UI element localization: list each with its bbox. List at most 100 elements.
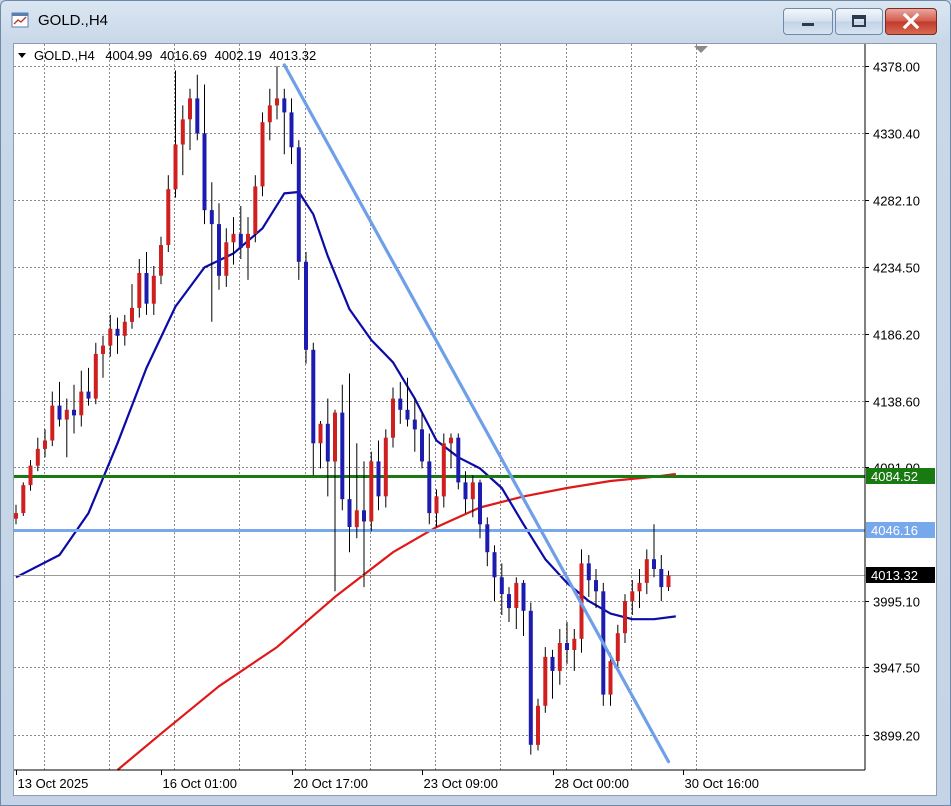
candle-body [108,328,113,346]
candle-body [318,423,323,444]
price-label-box [866,567,935,583]
candle-body [608,661,613,695]
price-tick-label: 4186.20 [873,328,920,343]
maximize-icon [852,15,866,27]
candle-body [188,98,192,120]
candle-body [550,656,555,671]
scroll-marker-icon[interactable] [694,46,708,53]
candle-body [644,559,649,583]
price-tick-label: 4234.50 [873,261,920,276]
candle-body [43,440,47,449]
candle-body [275,98,279,106]
title-bar[interactable]: GOLD.,H4 [1,1,950,41]
moving-average-fast [15,190,676,621]
candle-body [362,510,366,522]
time-tick-label: 13 Oct 2025 [18,776,89,791]
price-label-resistance: 4046.16 [871,523,918,538]
candle-body [224,242,229,276]
ma-fast-line [15,190,676,621]
header-high: 4016.69 [160,48,207,63]
window-title: GOLD.,H4 [38,12,109,29]
chart-area[interactable]: 4378.00 4330.40 4282.10 4234.50 4186.20 4138.… [13,43,937,796]
candle-body [492,552,497,578]
header-low: 4002.19 [215,48,262,63]
price-tick-label: 4138.60 [873,395,920,410]
time-tick-label: 20 Oct 17:00 [294,776,368,791]
candle-body [383,437,388,497]
price-label-support: 4084.52 [871,469,918,484]
time-tick-label: 28 Oct 00:00 [555,776,629,791]
candle-body [101,345,105,354]
candle-body [130,307,134,322]
candle-body [507,594,511,609]
candle-body [217,224,221,276]
candle-body [470,482,475,500]
candle-body [180,119,185,145]
time-axis[interactable]: 13 Oct 2025 16 Oct 01:00 20 Oct 17:00 23 Oc… [16,770,759,791]
candle-body [666,575,671,588]
candle-body [412,419,417,430]
candle-body [115,328,120,336]
header-close: 4013.32 [269,48,316,63]
candle-body [449,437,453,444]
candle-body [340,412,345,500]
candle-body [594,580,598,592]
price-chart[interactable]: 4378.00 4330.40 4282.10 4234.50 4186.20 4138.… [14,44,936,795]
candle-body [420,429,424,462]
candle-body [14,513,18,519]
candle-body [28,465,33,486]
maximize-button[interactable] [835,8,883,35]
candle-body [195,98,200,134]
chart-window-icon [11,12,29,28]
candle-body [514,582,519,608]
close-icon [902,12,920,30]
candle-body [615,633,620,662]
price-tick-label: 3899.20 [873,729,920,744]
triangle-down-icon[interactable] [18,53,26,58]
price-tick-label: 3947.50 [873,661,920,676]
candle-body [347,499,352,527]
candle-body [21,485,26,514]
candle-body [253,186,258,234]
candle-body [565,643,569,650]
candle-body [623,601,627,634]
candle-body [398,398,403,410]
svg-text:GOLD.,H4 4004.99: GOLD.,H4 4004.99 4016.69 4002.19 4013.32 [34,48,316,63]
candle-body [463,482,468,500]
candle-body [296,147,301,262]
candle-body [289,112,294,148]
candle-body [572,638,577,650]
horizontal-lines [14,475,865,576]
candlesticks [14,66,671,755]
candle-body [333,412,337,462]
candle-body [79,391,84,416]
candle-body [376,461,381,497]
price-axis[interactable]: 4378.00 4330.40 4282.10 4234.50 4186.20 4138.… [865,60,935,744]
close-button[interactable] [885,8,937,35]
time-tick-label: 30 Oct 16:00 [685,776,759,791]
candle-body [528,610,533,745]
price-tick-label: 4330.40 [873,127,920,142]
candle-body [485,524,490,553]
minimize-button[interactable] [783,8,833,35]
minimize-icon [802,23,814,26]
candle-body [72,409,76,416]
candle-body [209,210,214,225]
candle-body [354,510,359,528]
candle-body [427,461,432,514]
candle-body [93,353,98,399]
candle-body [456,437,461,483]
candle-body [637,582,642,592]
candle-body [441,443,446,497]
candle-body [304,261,308,350]
candle-body [202,133,207,211]
candle-body [151,275,156,304]
candle-body [405,409,410,420]
candle-body [369,461,374,522]
trendline[interactable] [282,63,671,764]
candle-body [311,349,316,444]
chart-header: GOLD.,H4 4004.99 4016.69 4002.19 4013.32 [18,48,316,63]
candle-body [238,233,243,248]
candle-body [246,233,250,248]
